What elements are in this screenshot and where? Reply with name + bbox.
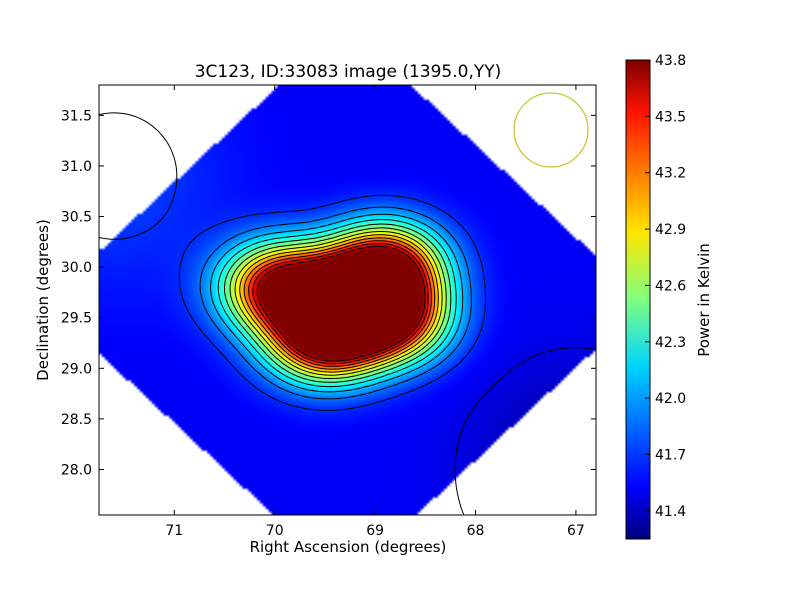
y-tick-label: 29.0 bbox=[61, 361, 92, 377]
y-tick-label: 28.0 bbox=[61, 462, 92, 478]
contour-line bbox=[224, 223, 452, 383]
colorbar-tick-label: 43.5 bbox=[655, 109, 686, 125]
colorbar-tick-label: 42.9 bbox=[655, 222, 686, 238]
contour-line bbox=[243, 237, 436, 370]
contour-line bbox=[210, 213, 464, 393]
contour-line bbox=[229, 227, 447, 379]
y-tick-label: 31.0 bbox=[61, 159, 92, 175]
y-axis-label: Declination (degrees) bbox=[34, 219, 52, 381]
colorbar-tick-label: 42.3 bbox=[655, 335, 686, 351]
x-tick-label: 67 bbox=[567, 523, 585, 539]
colorbar-tick-label: 41.4 bbox=[655, 504, 686, 520]
plot-area: 71 70 69 68 67 28.0 28.5 29.0 29.5 30.0 30.5 31.0 3… bbox=[61, 84, 597, 539]
contour-line bbox=[217, 219, 457, 388]
x-tick-label: 68 bbox=[467, 523, 485, 539]
x-axis-label: Right Ascension (degrees) bbox=[250, 538, 447, 556]
colorbar-label: Power in Kelvin bbox=[695, 243, 713, 357]
colorbar-tick-label: 43.2 bbox=[655, 166, 686, 182]
contour-line bbox=[248, 240, 432, 367]
contour-line bbox=[454, 347, 596, 515]
contour-line bbox=[99, 112, 486, 411]
x-tick-label: 71 bbox=[165, 523, 183, 539]
colorbar-tick-label: 42.0 bbox=[655, 391, 686, 407]
beam-marker bbox=[513, 92, 589, 168]
y-tick-label: 30.5 bbox=[61, 210, 92, 226]
colorbar-gradient bbox=[625, 59, 651, 540]
y-tick-label: 30.0 bbox=[61, 260, 92, 276]
colorbar-tick-label: 41.7 bbox=[655, 447, 686, 463]
contour-lines bbox=[99, 112, 596, 515]
contour-line bbox=[234, 231, 443, 376]
chart-title: 3C123, ID:33083 image (1395.0,YY) bbox=[195, 62, 502, 82]
x-axis-ticks: 71 70 69 68 67 bbox=[165, 85, 585, 539]
colorbar-ticks: 41.4 41.7 42.0 42.3 42.6 42.9 43.2 43.5 43.8 bbox=[645, 53, 686, 520]
plot-frame bbox=[98, 84, 597, 516]
x-tick-label: 69 bbox=[366, 523, 384, 539]
contour-line bbox=[252, 243, 429, 365]
y-axis-ticks: 28.0 28.5 29.0 29.5 30.0 30.5 31.0 31.5 bbox=[61, 108, 596, 478]
heatmap-image bbox=[99, 85, 596, 515]
contour-line bbox=[256, 245, 426, 362]
colorbar-tick-label: 43.8 bbox=[655, 53, 686, 69]
contour-line bbox=[199, 206, 472, 400]
y-tick-label: 31.5 bbox=[61, 108, 92, 124]
contour-line bbox=[239, 234, 439, 373]
y-tick-label: 29.5 bbox=[61, 311, 92, 327]
colorbar: 41.4 41.7 42.0 42.3 42.6 42.9 43.2 43.5 43.8 Pow… bbox=[625, 53, 713, 540]
colorbar-tick-label: 42.6 bbox=[655, 278, 686, 294]
x-tick-label: 70 bbox=[266, 523, 284, 539]
y-tick-label: 28.5 bbox=[61, 412, 92, 428]
